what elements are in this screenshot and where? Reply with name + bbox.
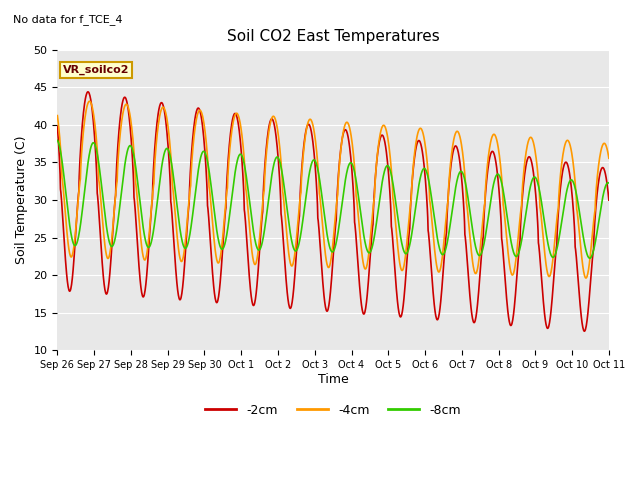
Text: VR_soilco2: VR_soilco2: [63, 65, 129, 75]
Legend: -2cm, -4cm, -8cm: -2cm, -4cm, -8cm: [200, 399, 466, 422]
X-axis label: Time: Time: [318, 373, 349, 386]
Title: Soil CO2 East Temperatures: Soil CO2 East Temperatures: [227, 29, 440, 44]
Y-axis label: Soil Temperature (C): Soil Temperature (C): [15, 136, 28, 264]
Text: No data for f_TCE_4: No data for f_TCE_4: [13, 14, 122, 25]
